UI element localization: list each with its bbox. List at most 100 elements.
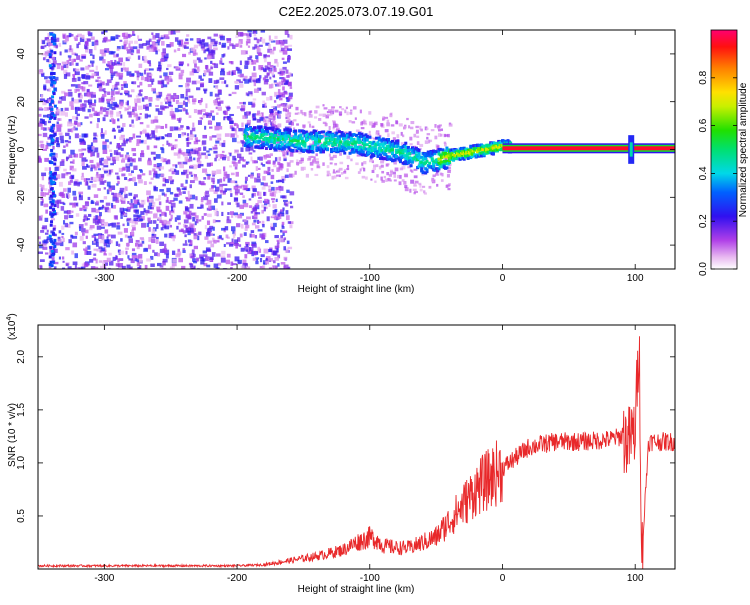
spectrogram-cell [285,69,289,74]
spectrogram-cell [243,136,247,140]
spectrogram-cell [168,101,172,106]
spectrogram-cell [368,144,372,148]
spectrogram-cell [44,107,49,111]
spectrogram-cell [251,222,256,226]
spectrogram-cell [314,133,318,137]
spectrogram-cell [272,162,276,165]
spectrogram-cell [278,114,282,118]
spectrogram-cell [429,139,433,143]
spectrogram-cell [196,257,200,262]
spectrogram-cell [144,96,148,100]
spectrogram-cell [275,128,279,132]
spectrogram-cell [186,169,189,173]
spectrogram-cell [270,143,274,147]
spectrogram-cell [159,58,165,62]
spectrogram-cell [148,170,152,176]
spectrogram-cell [254,250,257,256]
spectrogram-cell [78,191,84,195]
spectrogram-cell [220,35,225,41]
spectrogram-cell [61,96,66,101]
spectrogram-cell [266,155,272,158]
spectrogram-cell [420,155,424,159]
spectrogram-cell [111,222,116,228]
spectrogram-cell [169,266,174,269]
spectrogram-cell [264,127,268,131]
spectrogram-cell [72,235,78,239]
spectrogram-cell [112,101,117,107]
spectrogram-cell [327,136,331,140]
spectrogram-cell [203,70,207,76]
spectrogram-cell [251,241,257,245]
spectrogram-cell [58,181,63,187]
spectrogram-cell [363,167,366,172]
spectrogram-cell [357,171,361,174]
spectrogram-cell [89,121,93,124]
spectrogram-cell [119,39,123,42]
spectrogram-cell [214,211,219,216]
spectrogram-cell [139,112,142,115]
spectrogram-cell [287,116,291,122]
spectrogram-cell [440,160,444,164]
spectrogram-cell [147,160,153,166]
spectrogram-cell [230,241,234,246]
spectrogram-cell [252,126,256,130]
spectrogram-cell [122,138,125,143]
spectrogram-cell [103,170,109,174]
spectrogram-cell [208,71,214,76]
spectrogram-cell [376,150,380,154]
spectrogram-cell [150,263,155,268]
spectrogram-cell [125,67,129,72]
spectrogram-cell [165,205,170,211]
spectrogram-cell [156,95,161,99]
spectrogram-cell [200,204,204,209]
spectrogram-cell [102,204,105,209]
spectrogram-cell [270,223,274,227]
spectrogram-cell [44,76,48,80]
spectrogram-cell [88,102,92,108]
spectrogram-cell [206,173,211,177]
spectrogram-cell [80,86,84,90]
spectrogram-cell [255,126,258,131]
spectrogram-cell [108,149,113,153]
spectrogram-cell [409,164,413,168]
spectrogram-cell [207,68,212,73]
spectrogram-cell [282,153,286,157]
spectrogram-cell [245,224,250,229]
spectrogram-cell [112,51,116,54]
spectrogram-cell [72,127,76,131]
spectrogram-cell [316,141,320,145]
spectrogram-cell [193,109,198,114]
spectrogram-cell [146,77,150,82]
spectrogram-cell [289,86,293,89]
spectrogram-cell [261,91,266,96]
spectrogram-cell [115,34,119,40]
spectrogram-cell [44,167,48,172]
spectrogram-cell [41,73,44,76]
spectrogram-cell [49,174,53,178]
spectrogram-cell [264,102,267,108]
spectrogram-cell [168,104,174,108]
spectrogram-cell [284,174,289,178]
spectrogram-cell [311,144,315,148]
spectrogram-cell [387,177,391,182]
spectrogram-cell [127,105,131,110]
spectrogram-cell [267,159,271,165]
spectrogram-cell [106,181,111,187]
spectrogram-cell [173,168,177,172]
spectrogram-cell [60,107,64,112]
spectrogram-cell [159,219,163,224]
spectrogram-cell [281,77,286,80]
spectrogram-cell [110,96,116,101]
spectrogram-cell [188,51,191,55]
spectrogram-cell [44,217,49,222]
spectrogram-cell [206,264,211,268]
spectrogram-cell [165,97,169,100]
spectrogram-cell [268,84,272,89]
spectrogram-cell [131,252,137,257]
spectrogram-cell [117,180,120,185]
spectrogram-cell [169,111,175,117]
spectrogram-cell [191,127,196,132]
spectrogram-cell [378,134,382,137]
spectrogram-cell [219,183,224,187]
snr-frame [37,324,676,570]
